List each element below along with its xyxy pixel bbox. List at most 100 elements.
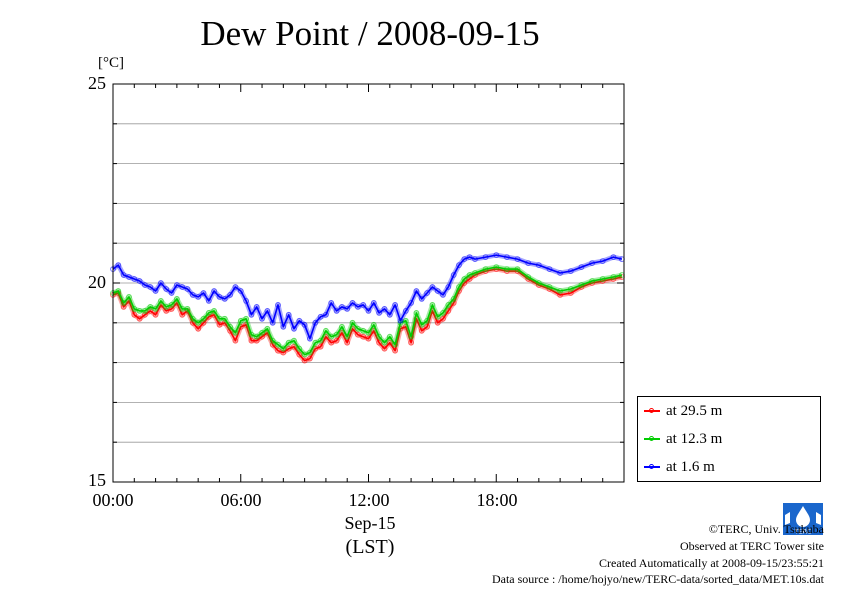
legend-item-12-3m: at 12.3 m [644, 429, 722, 449]
point-2-49 [370, 300, 377, 306]
data-source-text: Data source : /home/hojyo/new/TERC-data/… [491, 572, 824, 586]
point-1-64 [450, 296, 457, 302]
point-2-3 [126, 274, 132, 280]
point-2-45 [349, 300, 356, 306]
point-1-73 [525, 274, 532, 280]
point-2-25 [243, 298, 250, 304]
point-0-11 [168, 306, 175, 312]
point-2-15 [189, 292, 196, 298]
point-2-10 [163, 286, 170, 292]
point-0-47 [360, 333, 367, 340]
legend-item-1-6m: at 1.6 m [644, 457, 715, 477]
point-1-50 [376, 333, 383, 340]
point-1-41 [328, 333, 335, 340]
point-0-63 [445, 308, 452, 314]
point-1-28 [259, 329, 265, 336]
x-tick-label-1800: 18:00 [476, 490, 518, 510]
point-0-50 [376, 339, 383, 346]
point-0-67 [466, 276, 473, 282]
point-0-31 [275, 347, 281, 354]
series-0 [110, 266, 625, 364]
point-1-37 [307, 349, 313, 356]
point-1-66 [461, 276, 468, 282]
point-1-74 [535, 280, 542, 286]
legend-swatch-12-3m [644, 436, 660, 441]
point-0-51 [381, 345, 388, 352]
legend-label-1-6m: at 1.6 m [666, 458, 715, 475]
point-0-22 [227, 327, 234, 334]
point-1-78 [578, 282, 585, 288]
point-2-48 [365, 308, 372, 314]
point-1-4 [131, 306, 138, 312]
legend-label-29-5m: at 29.5 m [666, 402, 723, 419]
legend: at 29.5 m at 12.3 m at 1.6 m [637, 396, 821, 482]
point-2-18 [205, 298, 212, 304]
point-2-11 [168, 290, 175, 296]
point-2-29 [264, 308, 271, 314]
point-2-4 [131, 276, 138, 282]
point-1-48 [365, 329, 372, 336]
point-1-43 [339, 323, 345, 330]
point-2-41 [328, 300, 335, 306]
point-2-50 [376, 310, 383, 316]
series-line-2 [112, 254, 623, 340]
x-axis-timezone-label: (LST) [345, 536, 395, 558]
point-1-44 [344, 333, 351, 340]
point-2-13 [179, 284, 186, 290]
point-1-49 [370, 321, 377, 328]
point-0-23 [232, 337, 239, 344]
series-line-1 [112, 266, 623, 356]
point-1-24 [237, 317, 244, 324]
point-2-19 [211, 288, 218, 294]
point-1-63 [445, 302, 452, 308]
point-1-31 [275, 341, 281, 348]
point-0-58 [418, 327, 425, 334]
point-0-62 [440, 315, 446, 322]
point-2-51 [381, 306, 388, 312]
point-1-27 [253, 333, 260, 340]
point-2-8 [152, 288, 159, 294]
point-2-28 [259, 315, 265, 322]
point-1-16 [195, 319, 202, 326]
point-0-33 [285, 345, 292, 352]
point-1-58 [418, 321, 425, 328]
point-1-29 [264, 325, 271, 332]
point-1-19 [211, 308, 218, 314]
y-tick-label-25: 25 [88, 73, 106, 93]
point-1-65 [456, 284, 462, 290]
legend-item-29-5m: at 29.5 m [644, 401, 722, 421]
point-2-40 [323, 311, 329, 318]
point-1-11 [168, 302, 175, 308]
point-1-45 [349, 319, 356, 326]
point-0-8 [152, 311, 159, 318]
created-text: Created Automatically at 2008-09-15/23:5… [599, 556, 824, 570]
point-1-67 [466, 272, 473, 278]
point-2-2 [120, 272, 127, 278]
point-1-42 [333, 331, 340, 338]
point-2-65 [456, 262, 462, 269]
point-1-75 [546, 284, 553, 290]
point-0-15 [189, 319, 196, 326]
point-2-27 [253, 304, 260, 310]
point-1-34 [291, 337, 297, 344]
point-0-37 [307, 355, 313, 362]
point-2-52 [386, 311, 393, 318]
point-1-30 [269, 337, 276, 344]
point-0-48 [365, 335, 372, 342]
chart-title: Dew Point / 2008-09-15 [200, 14, 540, 53]
point-1-38 [312, 339, 319, 346]
point-1-68 [472, 270, 478, 276]
site-text: Observed at TERC Tower site [679, 539, 824, 553]
point-0-61 [434, 319, 441, 326]
point-2-14 [184, 286, 191, 292]
point-2-22 [227, 292, 234, 298]
copyright-text: ©TERC, Univ. Tsukuba [708, 522, 824, 536]
point-2-78 [578, 264, 585, 271]
point-2-58 [418, 296, 425, 302]
logo-text: TERC [794, 528, 812, 536]
point-2-26 [248, 311, 255, 318]
point-2-44 [344, 306, 351, 312]
point-0-10 [163, 308, 170, 314]
point-0-16 [195, 325, 202, 332]
